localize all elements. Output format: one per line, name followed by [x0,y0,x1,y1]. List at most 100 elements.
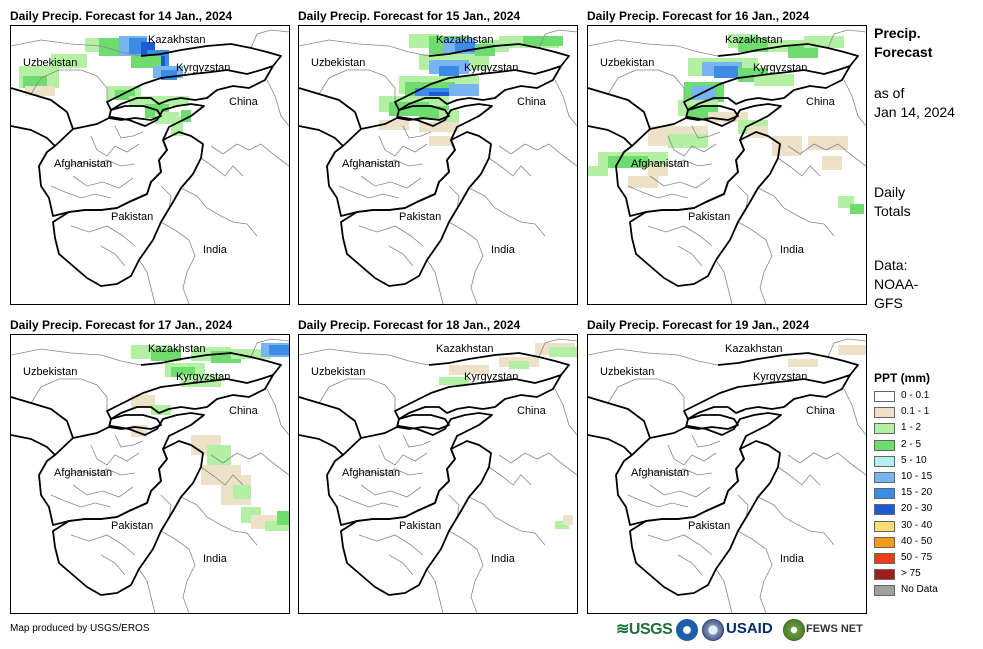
province-border [11,348,142,366]
precip-patch [808,136,848,150]
province-border [715,259,733,304]
province-border [737,185,749,211]
map-label-china: China [229,96,258,108]
map-label-india: India [491,244,515,256]
map-label-kyrgyzstan: Kyrgyzstan [176,62,231,74]
map-label-kazakhstan: Kazakhstan [148,343,206,355]
precip-patch [850,204,864,214]
data-line3: GFS [874,295,903,311]
precip-patch [822,156,842,170]
province-border [498,143,577,167]
panel-title: Daily Precip. Forecast for 18 Jan., 2024 [298,318,521,332]
country-border [299,434,344,456]
province-border [827,338,866,358]
province-border [72,484,134,498]
legend-swatch [874,585,895,597]
map-label-kazakhstan: Kazakhstan [725,34,783,46]
country-border [717,43,859,67]
legend-label: 0.1 - 1 [901,406,930,418]
precip-patch [738,38,768,52]
country-border [685,414,739,430]
map-label-afghanistan: Afghanistan [342,467,401,479]
province-border [358,534,424,556]
precip-patch [25,86,55,96]
country-border [106,65,274,111]
province-border [588,39,719,57]
panel-title: Daily Precip. Forecast for 14 Jan., 2024 [10,9,233,23]
daily-line2: Totals [874,203,911,219]
map-label-india: India [491,553,515,565]
map-label-pakistan: Pakistan [688,211,731,223]
province-border [737,494,749,520]
province-border [627,494,689,508]
province-border [266,79,289,127]
country-border [683,65,851,111]
nasa-seal-icon [702,619,724,641]
precip-patch [131,56,161,68]
province-border [737,530,773,613]
province-border [468,496,546,546]
precip-patch [608,156,648,168]
province-border [66,159,136,167]
precip-patch [754,74,794,86]
legend-swatch [874,407,895,419]
precip-patch [151,349,181,361]
province-border [787,452,866,476]
map-label-india: India [203,244,227,256]
map-label-uzbekistan: Uzbekistan [23,366,78,378]
asof-line2: Jan 14, 2024 [874,104,955,120]
province-border [11,39,142,57]
province-border [318,378,396,411]
precip-patch [455,42,475,52]
forecast-map: Kazakhstan Uzbekistan Kyrgyzstan China Afgha… [10,334,290,614]
map-label-pakistan: Pakistan [688,520,731,532]
country-border [428,352,570,376]
country-border [140,352,282,376]
province-border [647,225,713,247]
legend-swatch [874,520,895,532]
precip-patch [231,349,271,359]
panel-title: Daily Precip. Forecast for 19 Jan., 2024 [587,318,810,332]
precip-patch [714,66,738,78]
legend-label: > 75 [901,568,921,580]
precip-patch [804,36,844,48]
map-label-kazakhstan: Kazakhstan [436,34,494,46]
credit-text: Map produced by USGS/EROS [10,623,150,634]
noaa-seal-icon [676,619,698,641]
map-label-india: India [780,244,804,256]
province-border [677,554,703,576]
province-border [160,185,172,211]
province-border [737,221,773,304]
map-label-kazakhstan: Kazakhstan [436,343,494,355]
province-border [180,496,258,546]
country-border [340,440,492,596]
country-border [299,396,362,439]
map-label-china: China [806,96,835,108]
legend-swatch [874,536,895,548]
precip-patch [171,367,195,377]
province-border [649,175,711,189]
province-border [180,187,258,237]
country-border [108,414,162,430]
province-border [358,225,424,247]
precip-patch [449,365,489,375]
province-border [138,568,156,613]
map-label-kyrgyzstan: Kyrgyzstan [464,62,519,74]
precip-patch [233,485,251,499]
fews-net-logo: FEWS NET [806,623,863,635]
map-label-china: China [806,405,835,417]
province-border [378,444,428,466]
province-border [200,466,244,486]
legend-swatch [874,439,895,451]
province-border [299,348,430,366]
precip-patch [207,445,231,465]
precip-patch [772,136,802,156]
precip-patch [668,134,708,148]
province-border [70,534,136,556]
province-border [538,338,577,358]
precip-patch [151,405,171,415]
province-border [114,434,144,448]
country-border [52,131,204,287]
map-label-pakistan: Pakistan [399,520,442,532]
country-border [394,374,562,420]
